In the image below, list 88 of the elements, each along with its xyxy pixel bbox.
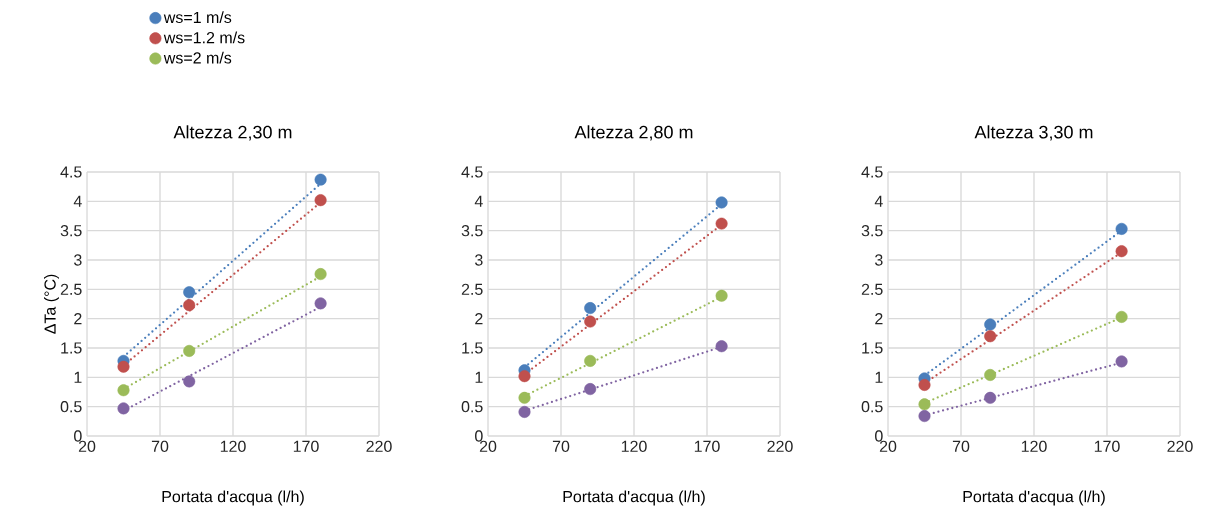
y-tick-label: 4: [73, 195, 82, 207]
x-tick-label: 20: [879, 440, 897, 453]
y-tick-label: 0: [875, 430, 883, 442]
y-tick-label: 2: [475, 313, 483, 325]
y-tick-label: 3.5: [861, 225, 883, 237]
x-tick-label: 70: [552, 440, 570, 453]
x-tick-label: 120: [621, 440, 647, 453]
y-tick-label: 4.5: [60, 166, 82, 178]
point: [518, 391, 531, 404]
legend-label: ws=1.2 m/s: [163, 31, 245, 44]
point: [183, 375, 196, 388]
point: [715, 196, 728, 209]
point: [518, 370, 531, 383]
point: [314, 268, 327, 281]
x-tick-label: 220: [366, 440, 392, 453]
point: [584, 315, 597, 328]
x-tick-label: 20: [78, 440, 96, 453]
y-tick-label: 1: [475, 371, 483, 383]
point: [984, 391, 997, 404]
point: [314, 297, 327, 310]
y-tick-label: 1: [875, 371, 883, 383]
x-tick-label: 170: [293, 440, 319, 453]
x-tick-label: 170: [694, 440, 720, 453]
y-tick-label: 0.5: [861, 401, 883, 413]
y-tick-label: 3.5: [461, 225, 483, 237]
legend-label: ws=2 m/s: [163, 51, 232, 64]
point: [117, 360, 130, 373]
x-axis-title: Portata d'acqua (l/h): [963, 490, 1105, 506]
point: [183, 286, 196, 299]
y-tick-label: 2.5: [861, 283, 883, 295]
y-tick-label: 4: [474, 195, 483, 207]
point: [984, 368, 997, 381]
point: [984, 318, 997, 331]
y-tick-label: 0: [475, 430, 483, 442]
x-tick-label: 220: [767, 440, 793, 453]
point: [1115, 355, 1128, 368]
y-tick-label: 3: [74, 254, 82, 266]
y-tick-label: 1.5: [862, 342, 883, 354]
point: [518, 405, 531, 418]
y-tick-label: 4.5: [861, 166, 883, 178]
point: [584, 302, 597, 315]
point: [117, 402, 130, 415]
point: [1115, 245, 1128, 258]
point: [584, 383, 597, 396]
x-tick-label: 20: [479, 440, 497, 453]
x-tick-label: 120: [1021, 440, 1047, 453]
point: [1115, 222, 1128, 235]
chart-title: Altezza 2,80 m: [574, 125, 693, 141]
x-axis-title: Portata d'acqua (l/h): [162, 490, 304, 506]
x-tick-label: 220: [1167, 440, 1193, 453]
y-tick-label: 1: [74, 371, 82, 383]
x-tick-label: 70: [952, 440, 970, 453]
point: [1115, 310, 1128, 323]
point: [918, 398, 931, 411]
point: [183, 344, 196, 357]
point: [314, 173, 327, 186]
y-tick-label: 3: [475, 254, 483, 266]
chart-title: Altezza 2,30 m: [173, 125, 292, 141]
point: [984, 330, 997, 343]
point: [715, 289, 728, 302]
y-tick-label: 3.5: [60, 225, 82, 237]
point: [918, 378, 931, 391]
y-tick-label: 0.5: [461, 401, 483, 413]
point: [584, 354, 597, 367]
y-tick-label: 4: [874, 195, 883, 207]
y-tick-label: 2.5: [461, 283, 483, 295]
point: [715, 217, 728, 230]
chart-title: Altezza 3,30 m: [974, 125, 1093, 141]
y-tick-label: 2: [74, 313, 82, 325]
y-axis-title: ΔTa (°C): [44, 274, 59, 334]
x-tick-label: 70: [151, 440, 169, 453]
y-tick-label: 4.5: [461, 166, 483, 178]
y-tick-label: 2.5: [60, 283, 82, 295]
point: [183, 299, 196, 312]
point: [918, 410, 931, 423]
y-tick-label: 0.5: [60, 401, 82, 413]
point: [117, 384, 130, 397]
x-tick-label: 170: [1094, 440, 1120, 453]
legend-label: ws=1 m/s: [163, 11, 232, 24]
x-tick-label: 120: [220, 440, 246, 453]
point: [314, 194, 327, 207]
y-tick-label: 3: [875, 254, 883, 266]
y-tick-label: 1.5: [61, 342, 82, 354]
y-tick-label: 2: [875, 313, 883, 325]
x-axis-title: Portata d'acqua (l/h): [563, 490, 705, 506]
y-tick-label: 0: [74, 430, 82, 442]
y-tick-label: 1.5: [462, 342, 483, 354]
point: [715, 340, 728, 353]
